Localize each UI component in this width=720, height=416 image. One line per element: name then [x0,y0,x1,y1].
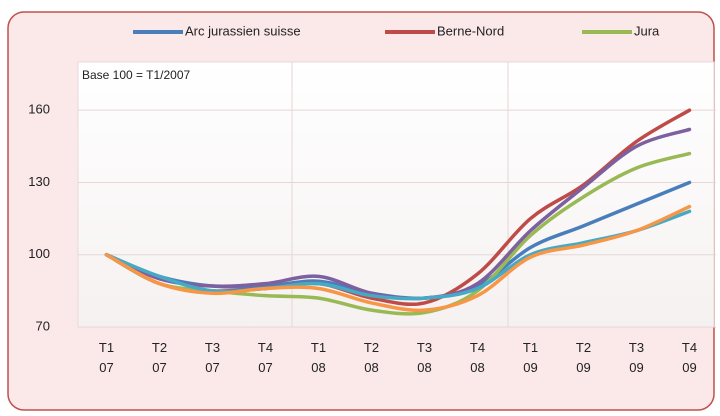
x-tick-label-line: 09 [576,360,590,375]
x-tick-label-line: 08 [311,360,325,375]
x-tick-label-line: 08 [364,360,378,375]
x-tick-label-line: 08 [417,360,431,375]
x-tick-label-line: T3 [417,340,432,355]
x-tick-label: T2 07 [152,340,167,375]
y-tick-label: 70 [36,318,50,333]
x-tick-label-line: T4 [470,340,485,355]
x-tick-label: T2 09 [576,340,591,375]
x-tick-label: T3 08 [417,340,432,375]
x-tick-label-line: T4 [258,340,273,355]
x-tick-label-line: T1 [99,340,114,355]
y-tick-label: 160 [28,102,50,117]
x-tick-label-line: 09 [682,360,696,375]
x-tick-label-line: T4 [682,340,697,355]
x-tick-label-line: 07 [205,360,219,375]
y-tick-label: 100 [28,246,50,261]
series-line [104,209,692,301]
series-line [104,204,692,313]
x-tick-label-line: 08 [470,360,484,375]
x-tick-label-line: T2 [152,340,167,355]
x-tick-label-line: T3 [629,340,644,355]
x-tick-label-line: 07 [152,360,166,375]
x-tick-label-line: 07 [258,360,272,375]
x-tick-label: T4 07 [258,340,273,375]
x-tick-label: T1 09 [523,340,538,375]
legend-label: Jura [634,23,660,38]
x-tick-label: T3 07 [205,340,220,375]
x-tick-label-line: T2 [364,340,379,355]
x-tick-label: T1 08 [311,340,326,375]
x-tick-label-line: 09 [629,360,643,375]
x-tick-label-line: T3 [205,340,220,355]
x-tick-label: T4 09 [682,340,697,375]
legend-label: Berne-Nord [437,23,504,38]
x-tick-label-line: 09 [523,360,537,375]
x-tick-label-line: T1 [311,340,326,355]
legend-label: Arc jurassien suisse [185,23,301,38]
x-tick-label: T3 09 [629,340,644,375]
x-tick-label-line: T1 [523,340,538,355]
x-tick-label: T2 08 [364,340,379,375]
y-tick-label: 130 [28,174,50,189]
x-tick-label: T4 08 [470,340,485,375]
x-tick-label-line: T2 [576,340,591,355]
x-tick-label-line: 07 [99,360,113,375]
x-tick-label: T1 07 [99,340,114,375]
annotation: Base 100 = T1/2007 [82,68,191,82]
